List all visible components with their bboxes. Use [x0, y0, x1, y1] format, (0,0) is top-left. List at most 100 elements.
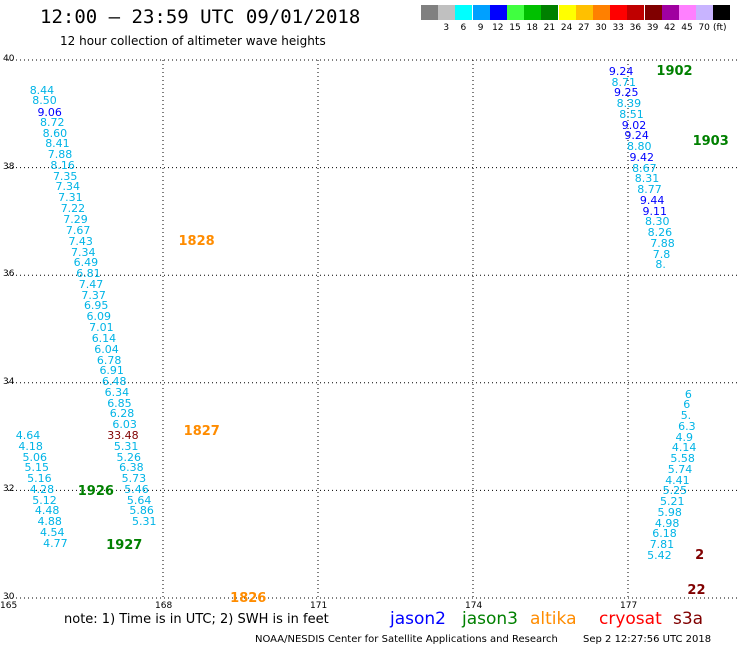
- wave-height-value: 8.41: [45, 137, 70, 151]
- wave-height-value: 4.41: [665, 473, 690, 487]
- wave-height-value: 7.29: [63, 213, 88, 227]
- pass-time-label: 1826: [230, 591, 267, 606]
- wave-height-value: 8.30: [645, 215, 670, 229]
- wave-height-value: 6.28: [109, 407, 135, 421]
- generated-timestamp: Sep 2 12:27:56 UTC 2018: [583, 634, 712, 645]
- scale-swatch: [627, 5, 645, 20]
- pass-time-label: 1926: [77, 484, 114, 500]
- wave-height-value: 9.42: [629, 150, 655, 164]
- wave-height-value: 6.85: [107, 396, 132, 410]
- longitude-tick-label: 177: [620, 601, 638, 611]
- wave-height-value: 9.24: [624, 129, 649, 143]
- scale-swatch: [661, 5, 679, 20]
- wave-height-value: 8.67: [632, 161, 657, 175]
- scale-swatch: [489, 5, 507, 20]
- wave-height-value: 33.48: [107, 428, 139, 442]
- pass-time-label: 1828: [178, 234, 215, 250]
- wave-height-value: 4.98: [654, 516, 680, 530]
- wave-height-value: 5.46: [124, 482, 149, 496]
- wave-height-value: 6.14: [91, 332, 117, 346]
- scale-label: 6: [460, 23, 467, 33]
- wave-height-value: 6.04: [94, 342, 119, 356]
- wave-height-value: 4.64: [15, 428, 41, 442]
- scale-label: 45: [681, 23, 693, 33]
- wave-height-value: 6.48: [102, 375, 127, 389]
- wave-height-value: 8.77: [637, 183, 662, 197]
- scale-swatch: [696, 5, 714, 20]
- wave-height-value: 8.80: [626, 140, 652, 154]
- wave-height-value: 6.95: [83, 299, 109, 313]
- scale-label: 70: [698, 23, 710, 33]
- wave-height-value: 7.31: [58, 191, 83, 205]
- wave-height-value: 7.34: [55, 180, 81, 194]
- wave-height-value: 8.39: [616, 97, 642, 111]
- wave-height-value: 8.51: [619, 107, 644, 121]
- wave-height-value: 5.06: [22, 450, 47, 464]
- wave-height-value: 7.43: [68, 234, 93, 248]
- satellite-legend-jason2: jason2: [390, 609, 446, 629]
- wave-height-value: 6.3: [678, 419, 696, 433]
- wave-height-value: 6.34: [104, 385, 130, 399]
- wave-height-value: 5.64: [126, 493, 152, 507]
- scale-label: 33: [612, 23, 624, 33]
- wave-height-value: 7.37: [81, 288, 106, 302]
- credit-line: NOAA/NESDIS Center for Satellite Applica…: [255, 634, 558, 645]
- wave-height-value: 8.72: [40, 115, 65, 129]
- wave-height-value: 9.44: [639, 193, 665, 207]
- wave-height-value: 5.73: [121, 472, 147, 486]
- latitude-tick-label: 36: [3, 269, 15, 280]
- pass-time-label: 1903: [692, 133, 729, 149]
- scale-label: 12: [492, 23, 504, 33]
- scale-swatch: [455, 5, 473, 20]
- pass-time-label: 1827: [183, 424, 220, 440]
- wave-height-value: 6.81: [76, 267, 101, 281]
- wave-height-value: 8.50: [32, 94, 57, 108]
- longitude-tick-label: 165: [0, 601, 18, 611]
- scale-label: 24: [560, 23, 573, 33]
- scale-label: 21: [543, 23, 556, 33]
- wave-height-value: 6.78: [96, 353, 122, 367]
- wave-height-value: 8.71: [611, 75, 636, 89]
- wave-height-value: 6.91: [99, 364, 124, 378]
- pass-time-label: 22: [687, 582, 706, 598]
- latitude-tick-label: 30: [3, 592, 15, 602]
- wave-height-value: 9.25: [614, 86, 639, 100]
- scale-swatch: [507, 5, 524, 20]
- wave-height-value: 5.31: [113, 439, 139, 453]
- wave-height-value: 7.8: [652, 247, 671, 261]
- wave-height-value: 8.31: [634, 172, 660, 186]
- scale-swatch: [644, 5, 662, 20]
- wave-height-value: 6: [684, 387, 692, 401]
- map-subtitle: 12 hour collection of altimeter wave hei…: [60, 34, 326, 48]
- wave-height-value: 7.22: [60, 202, 86, 216]
- wave-height-value: 4.14: [671, 441, 697, 455]
- latitude-tick-label: 34: [3, 376, 15, 387]
- wave-height-value: 6.18: [652, 527, 677, 541]
- wave-height-value: 5.31: [132, 515, 157, 529]
- satellite-legend-cryosat: cryosat: [599, 609, 662, 629]
- longitude-tick-label: 168: [155, 601, 173, 611]
- scale-label: 30: [595, 23, 607, 33]
- wave-height-value: 6.09: [86, 310, 112, 324]
- scale-swatch: [679, 5, 696, 20]
- scale-label: 15: [509, 23, 521, 33]
- wave-height-value: 5.42: [647, 548, 672, 562]
- wave-height-value: 9.24: [608, 64, 634, 78]
- wave-height-value: 5.: [680, 409, 692, 423]
- scale-label: 36: [629, 23, 642, 33]
- wave-height-value: 5.58: [670, 452, 695, 466]
- wave-height-value: 7.01: [89, 320, 114, 334]
- wave-height-value: 9.06: [37, 105, 62, 119]
- pass-time-label: 2: [695, 547, 705, 563]
- wave-height-value: 8.44: [29, 83, 55, 97]
- footer-note: note: 1) Time is in UTC; 2) SWH is in fe…: [64, 612, 329, 627]
- wave-height-value: 8.60: [42, 126, 68, 140]
- scale-units-label: (ft): [713, 23, 727, 33]
- satellite-legend-altika: altika: [530, 609, 577, 629]
- latitude-tick-label: 40: [3, 54, 15, 64]
- pass-time-label: 1927: [106, 537, 143, 553]
- wave-height-value: 5.25: [662, 484, 688, 498]
- scale-swatch: [421, 5, 438, 20]
- satellite-legend-jason3: jason3: [462, 609, 518, 629]
- scale-swatch: [472, 5, 490, 20]
